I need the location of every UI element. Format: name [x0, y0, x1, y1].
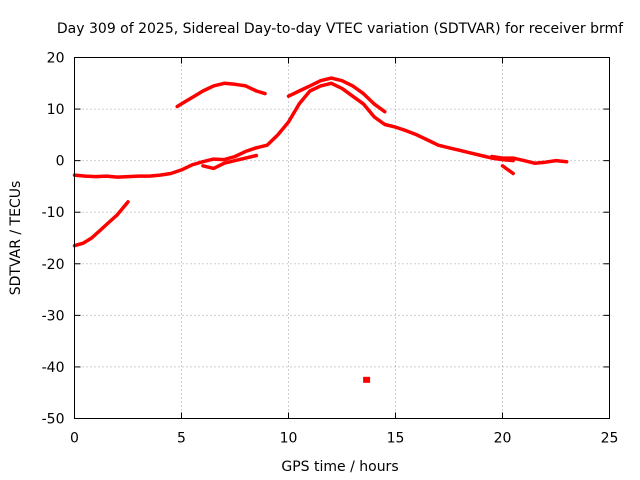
series-late-dip — [500, 164, 515, 176]
y-axis-label: SDTVAR / TECUs — [8, 181, 24, 296]
series-late-tail — [490, 154, 569, 165]
x-tick-label: 0 — [70, 431, 79, 447]
x-tick-label: 20 — [494, 431, 512, 447]
y-tick-label: -30 — [42, 308, 65, 324]
series-early-rise — [72, 200, 130, 248]
y-tick-label: -20 — [42, 257, 65, 273]
x-tick-label: 5 — [177, 431, 186, 447]
y-tick-label: -50 — [42, 412, 65, 428]
y-tick-label: 10 — [47, 102, 65, 118]
x-axis-label: GPS time / hours — [281, 459, 398, 475]
axis-ticks: 0 5 10 15 20 25 -50 -40 -30 -20 -10 0 10 20 — [42, 51, 619, 447]
series-outlier — [363, 376, 371, 383]
grid — [74, 57, 610, 419]
data-series — [72, 76, 569, 383]
x-tick-label: 10 — [280, 431, 298, 447]
y-tick-label: -40 — [42, 360, 65, 376]
x-tick-label: 25 — [601, 431, 619, 447]
series-afternoon-arc — [175, 81, 267, 109]
y-tick-label: 0 — [56, 154, 65, 170]
y-tick-label: -10 — [42, 205, 65, 221]
x-tick-label: 15 — [387, 431, 405, 447]
y-tick-label: 20 — [47, 51, 65, 67]
plot-frame — [74, 57, 610, 419]
series-upper-band — [286, 76, 387, 114]
series-morning-baseline — [72, 81, 515, 179]
chart-title: Day 309 of 2025, Sidereal Day-to-day VTE… — [57, 21, 624, 37]
series-morning-wiggle — [201, 153, 259, 171]
